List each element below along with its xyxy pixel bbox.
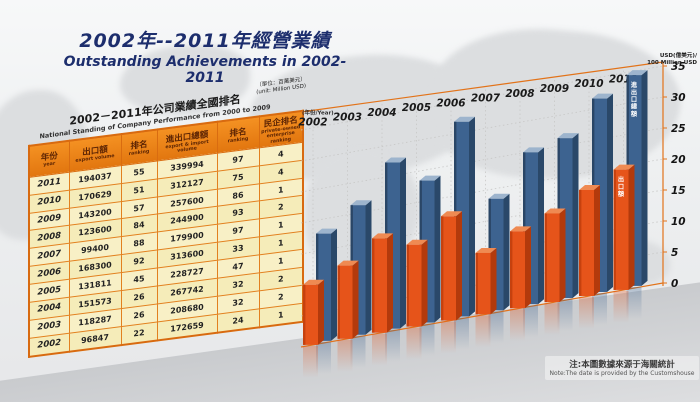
cell-2002-4: 24 <box>217 308 259 333</box>
axis-title-line2: 100 Million USD <box>647 60 697 66</box>
axis-tick-label-20: 20 <box>671 154 686 166</box>
bar-export-2007 <box>475 247 497 348</box>
axis-tick-label-5: 5 <box>671 247 678 259</box>
cell-2002-2: 22 <box>121 321 157 345</box>
bar-chart: 0 5 10 15 20 25 30 35 USD(億美元)/100 Million USD (年… <box>298 51 698 378</box>
title-english: Outstanding Achievements in 2002-2011 <box>63 54 347 86</box>
axis-tick-label-10: 10 <box>671 216 686 228</box>
map-shape-europe <box>120 45 250 115</box>
year-label-2008: 2008 <box>505 88 534 100</box>
bar-export-2010 <box>579 185 600 330</box>
year-label-2007: 2007 <box>471 93 501 105</box>
bar-export-2011 <box>613 164 635 323</box>
title-chinese: 2002年--2011年經營業績 <box>79 30 331 52</box>
source-note-chinese: 注:本圖數據來源于海關統計 <box>569 360 675 370</box>
bar-export-2004 <box>372 233 393 366</box>
year-label-2003: 2003 <box>333 112 362 124</box>
x-axis-label: (年份/Year) <box>302 108 334 116</box>
series-label-total: 進出口總額 <box>630 81 638 118</box>
bar-export-2006 <box>441 211 462 354</box>
series-label-export: 出口額 <box>617 176 625 198</box>
performance-table: 年份 year 出口額 export volume 排名 ranking 進出口總額 expo… <box>28 109 304 358</box>
year-label-2009: 2009 <box>540 83 569 95</box>
year-label-2005: 2005 <box>402 102 431 114</box>
ranking-table-panel: 2002－2011年公司業績全國排名 National Standing of … <box>28 76 306 358</box>
axis-tick-label-35: 35 <box>671 61 686 73</box>
bar-export-2009 <box>544 208 566 336</box>
page-title: 2002年--2011年經營業績 Outstanding Achievement… <box>55 26 355 86</box>
year-label-2002: 2002 <box>298 116 327 128</box>
bar-export-2002 <box>303 279 324 378</box>
axis-title-line1: USD(億美元)/ <box>660 51 698 59</box>
source-note-english: Note:The date is provided by the Customs… <box>549 370 695 377</box>
year-label-2010: 2010 <box>574 78 603 90</box>
axis-tick-label-30: 30 <box>671 92 686 104</box>
source-note: 注:本圖數據來源于海關統計 Note:The date is provided … <box>545 356 699 380</box>
axis-top-line <box>300 61 664 113</box>
column-header-2: 排名 ranking <box>121 129 157 166</box>
axis-tick-label-25: 25 <box>671 123 686 135</box>
bar-export-2005 <box>406 239 428 360</box>
cell-2002-0: 2002 <box>29 333 69 357</box>
bar-export-2003 <box>337 260 359 372</box>
year-label-2006: 2006 <box>436 97 465 109</box>
axis-tick-label-15: 15 <box>671 185 686 197</box>
bar-export-2008 <box>510 226 531 342</box>
year-label-2004: 2004 <box>367 107 396 119</box>
axis-tick-label-0: 0 <box>671 278 678 290</box>
